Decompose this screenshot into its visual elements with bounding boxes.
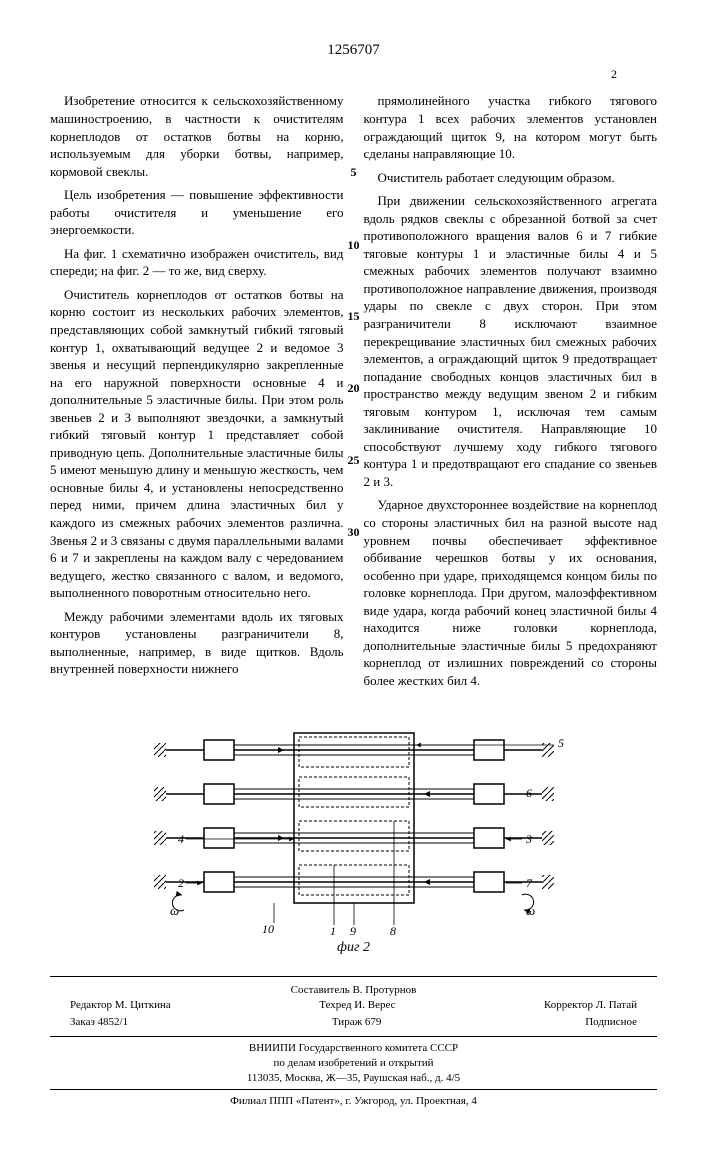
figure-2: ω ω 1 2 3 4 5 6 7 8 9 10 фиг 2 bbox=[50, 715, 657, 958]
credits-block: Составитель В. Протурнов Редактор М. Цит… bbox=[50, 976, 657, 1109]
line-marker: 15 bbox=[347, 308, 361, 324]
right-column: прямолинейного участка гибкого тягового … bbox=[364, 92, 658, 695]
document-number: 1256707 bbox=[50, 40, 657, 60]
line-marker: 10 bbox=[347, 237, 361, 253]
svg-text:6: 6 bbox=[526, 786, 532, 800]
editor: Редактор М. Циткина bbox=[70, 998, 171, 1013]
diagram-svg: ω ω 1 2 3 4 5 6 7 8 9 10 bbox=[134, 715, 574, 935]
paragraph: Изобретение относится к сельскохозяйстве… bbox=[50, 92, 344, 180]
svg-text:1: 1 bbox=[330, 924, 336, 935]
left-column: Изобретение относится к сельскохозяйстве… bbox=[50, 92, 344, 695]
paragraph: Между рабочими элементами вдоль их тягов… bbox=[50, 608, 344, 678]
paragraph: На фиг. 1 схематично изображен очистител… bbox=[50, 245, 344, 280]
svg-text:8: 8 bbox=[390, 924, 396, 935]
paragraph: Очиститель корнеплодов от остатков ботвы… bbox=[50, 286, 344, 602]
circulation: Тираж 679 bbox=[332, 1015, 382, 1030]
line-marker: 25 bbox=[347, 452, 361, 468]
line-marker: 30 bbox=[347, 524, 361, 540]
svg-text:9: 9 bbox=[350, 924, 356, 935]
compiler: Составитель В. Протурнов bbox=[50, 983, 657, 998]
svg-text:5: 5 bbox=[558, 736, 564, 750]
svg-text:2: 2 bbox=[178, 876, 184, 890]
techred: Техред И. Верес bbox=[319, 998, 395, 1013]
paragraph: При движении сельскохозяйственного агрег… bbox=[364, 192, 658, 490]
paragraph: прямолинейного участка гибкого тягового … bbox=[364, 92, 658, 162]
paragraph: Цель изобретения — повышение эффективнос… bbox=[50, 186, 344, 239]
page-number: 2 bbox=[50, 66, 657, 82]
subscription: Подписное bbox=[585, 1015, 637, 1030]
figure-label: фиг 2 bbox=[50, 939, 657, 958]
address-line: Филиал ППП «Патент», г. Ужгород, ул. Про… bbox=[50, 1089, 657, 1109]
svg-text:4: 4 bbox=[178, 832, 184, 846]
org-line: по делам изобретений и открытий bbox=[50, 1056, 657, 1071]
address-line: 113035, Москва, Ж—35, Раушская наб., д. … bbox=[50, 1071, 657, 1086]
corrector: Корректор Л. Патай bbox=[544, 998, 637, 1013]
paragraph: Ударное двухстороннее воздействие на кор… bbox=[364, 496, 658, 689]
line-marker: 5 bbox=[347, 164, 361, 180]
line-marker: 20 bbox=[347, 380, 361, 396]
paragraph: Очиститель работает следующим образом. bbox=[364, 169, 658, 187]
svg-text:10: 10 bbox=[262, 922, 274, 935]
svg-text:3: 3 bbox=[525, 832, 532, 846]
order-number: Заказ 4852/1 bbox=[70, 1015, 128, 1030]
svg-text:7: 7 bbox=[526, 876, 533, 890]
org-line: ВНИИПИ Государственного комитета СССР bbox=[50, 1041, 657, 1056]
